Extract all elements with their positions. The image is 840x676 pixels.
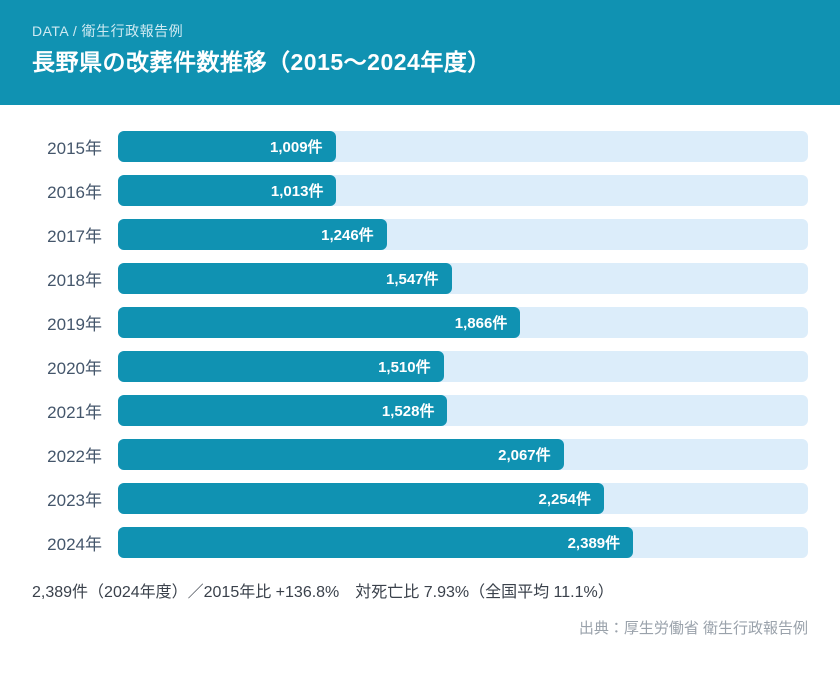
bar-track: 2,067件 — [118, 439, 808, 470]
bar-track: 1,528件 — [118, 395, 808, 426]
bar-row: 2016年 1,013件 — [32, 175, 808, 206]
page-title: 長野県の改葬件数推移（2015～2024年度） — [32, 49, 491, 76]
bar-track: 1,013件 — [118, 175, 808, 206]
bar-row: 2023年 2,254件 — [32, 483, 808, 514]
bar-chart: 2015年 1,009件 2016年 1,013件 2017年 1,246件 2018年 1,… — [32, 131, 808, 558]
header: DATA / 衛生行政報告例 長野県の改葬件数推移（2015～2024年度） — [0, 0, 840, 105]
bar-track: 1,510件 — [118, 351, 808, 382]
bar-fill: 1,009件 — [118, 131, 336, 162]
summary-stats: 2,389件（2024年度）／2015年比 +136.8% 対死亡比 7.93%… — [32, 584, 614, 601]
bar-value-label: 2,389件 — [567, 535, 621, 552]
bar-value-label: 2,067件 — [498, 447, 551, 464]
bar-track: 1,866件 — [118, 307, 808, 338]
bar-value-label: 1,246件 — [321, 227, 374, 244]
bar-value-label: 1,009件 — [270, 139, 323, 156]
bar-category-label: 2021年 — [47, 403, 102, 422]
source-attribution: 出典：厚生労働省 衛生行政報告例 — [578, 619, 808, 637]
bar-category-label: 2017年 — [47, 227, 102, 246]
bar-value-label: 1,013件 — [270, 183, 324, 200]
bar-category-label: 2018年 — [47, 271, 102, 290]
bar-value-label: 1,547件 — [385, 271, 439, 288]
bar-category-label: 2022年 — [47, 447, 102, 466]
bar-fill: 1,013件 — [118, 175, 337, 206]
bar-category-label: 2015年 — [47, 139, 102, 158]
bar-row: 2017年 1,246件 — [32, 219, 808, 250]
bar-row: 2024年 2,389件 — [32, 527, 808, 558]
bar-fill: 1,510件 — [118, 351, 444, 382]
bar-value-label: 1,510件 — [378, 359, 431, 376]
bar-category-label: 2016年 — [47, 183, 102, 202]
bar-row: 2019年 1,866件 — [32, 307, 808, 338]
bar-fill: 2,254件 — [118, 483, 605, 514]
bar-track: 2,254件 — [118, 483, 808, 514]
bar-fill: 2,067件 — [118, 439, 564, 470]
bar-row: 2015年 1,009件 — [32, 131, 808, 162]
bar-track: 1,009件 — [118, 131, 808, 162]
bar-row: 2020年 1,510件 — [32, 351, 808, 382]
bar-track: 1,246件 — [118, 219, 808, 250]
bar-track: 1,547件 — [118, 263, 808, 294]
bar-row: 2022年 2,067件 — [32, 439, 808, 470]
chart-area: 2015年 1,009件 2016年 1,013件 2017年 1,246件 2018年 1,… — [0, 131, 840, 638]
bar-category-label: 2019年 — [47, 315, 102, 334]
bar-fill: 1,547件 — [118, 263, 452, 294]
bar-row: 2021年 1,528件 — [32, 395, 808, 426]
bar-track: 2,389件 — [118, 527, 808, 558]
bar-value-label: 2,254件 — [538, 491, 592, 508]
bar-fill: 1,528件 — [118, 395, 448, 426]
bar-category-label: 2020年 — [47, 359, 102, 378]
bar-fill: 1,866件 — [118, 307, 521, 338]
bar-category-label: 2023年 — [47, 491, 102, 510]
bar-value-label: 1,866件 — [454, 315, 508, 332]
bar-value-label: 1,528件 — [381, 403, 435, 420]
breadcrumb: DATA / 衛生行政報告例 — [32, 23, 184, 39]
bar-fill: 1,246件 — [118, 219, 387, 250]
bar-fill: 2,389件 — [118, 527, 634, 558]
bar-category-label: 2024年 — [47, 535, 102, 554]
bar-row: 2018年 1,547件 — [32, 263, 808, 294]
